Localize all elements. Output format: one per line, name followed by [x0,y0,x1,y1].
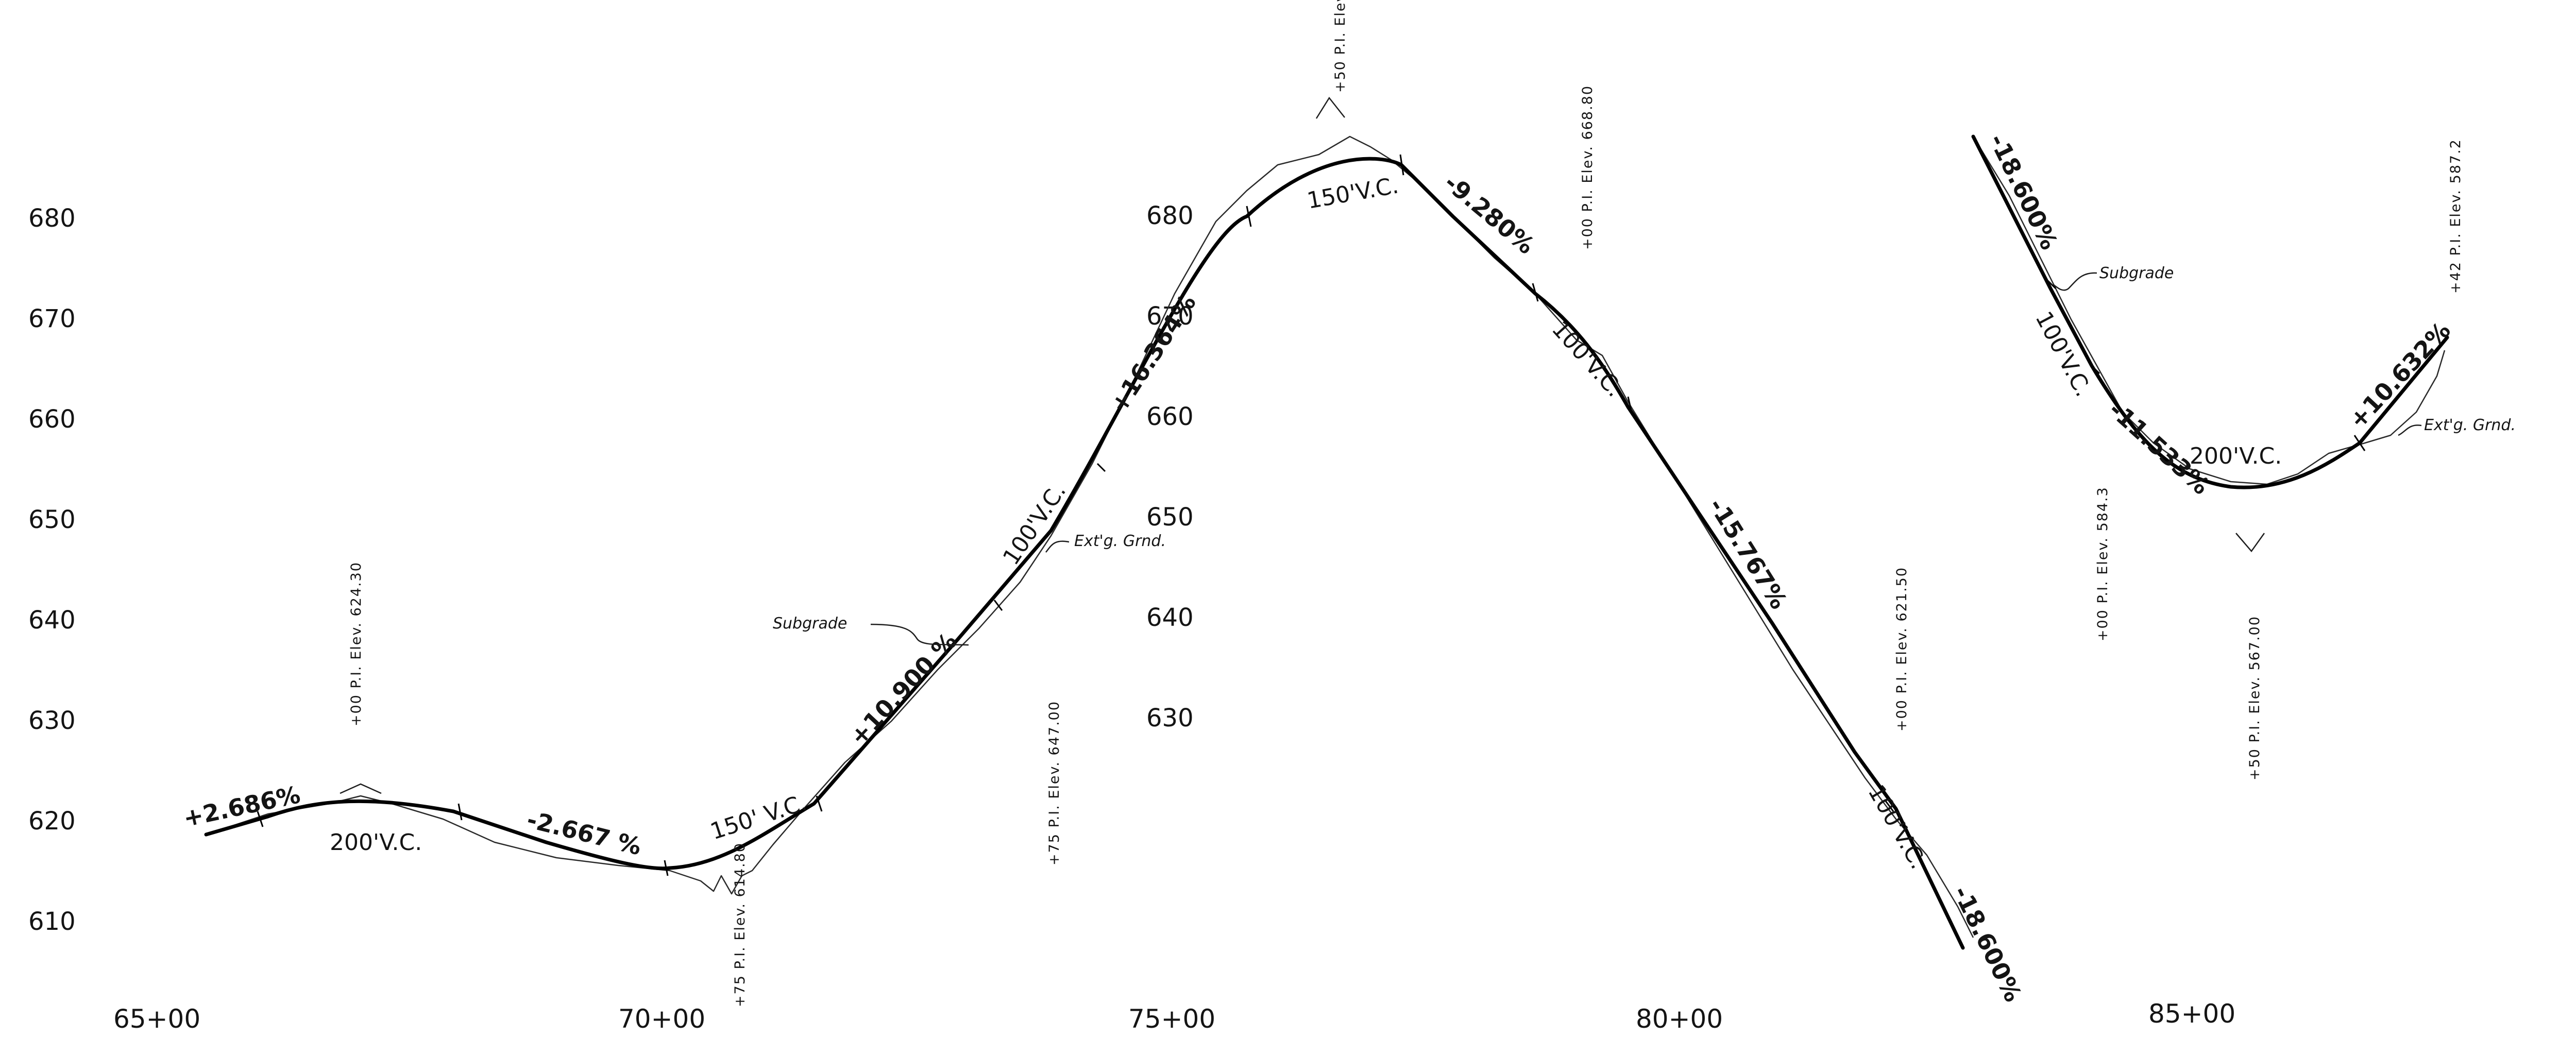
pi-elevation-label: +42 P.I. Elev. 587.2 [2448,139,2464,294]
grade-tick [1096,463,1106,472]
pi-elevation-label: +75 P.I. Elev. 647.00 [1046,701,1062,865]
center-axis-tick: 650 [1146,503,1194,532]
existing-ground-note: Ext'g. Grnd. [1045,532,1166,553]
subgrade-note: Subgrade [773,615,969,646]
left-axis-tick: 660 [28,405,76,434]
grade-tick [1885,801,1894,812]
existing-ground-line-right [1972,136,2446,485]
grade-tick [1246,206,1252,227]
left-axis-tick: 650 [28,505,76,534]
pi-marker [1315,96,1345,119]
existing-ground-label: Ext'g. Grnd. [1074,532,1166,550]
pi-elevation-label: +00 P.I. Elev. 621.50 [1894,567,1910,732]
pi-marker [2235,533,2265,553]
center-axis-tick: 660 [1146,402,1194,431]
existing-ground-leader [2398,424,2422,436]
subgrade-label: Subgrade [2099,264,2174,282]
grade-tick [457,803,463,821]
vertical-curve-label: 100'V.C. [1862,780,1931,874]
grade-tick [1399,154,1404,176]
subgrade-leader [2053,272,2097,291]
vertical-curve-label: 100'V.C. [1547,316,1628,402]
proposed-grade-line-right [1971,134,2449,489]
vertical-curve-label: 200'V.C. [330,829,422,856]
existing-ground-note-right: Ext'g. Grnd. [2398,416,2516,436]
left-axis-tick: 610 [28,907,76,936]
station-axis: 65+00 70+00 75+00 80+00 85+00 [113,999,2235,1034]
grade-ticks [257,154,2366,876]
pi-labels: +00 P.I. Elev. 624.30 +75 P.I. Elev. 614… [348,0,2464,1007]
grade-labels: +2.686% -2.667 % +10.900 % +16.364% -9.2… [181,129,2456,1006]
grade-label: +10.900 % [844,627,962,751]
vertical-curve-label: 100'V.C. [998,479,1071,570]
grade-tick [2091,365,2100,375]
station-label: 75+00 [1128,1004,1215,1034]
grade-tick [1532,283,1539,302]
grade-tick [2353,435,2366,451]
center-axis-tick: 640 [1146,603,1194,632]
station-label: 70+00 [618,1004,705,1034]
subgrade-label: Subgrade [773,615,847,633]
pi-elevation-label: +00 P.I. Elev. 584.3 [2095,486,2111,641]
grade-tick [816,795,823,812]
pi-elevation-label: +00 P.I. Elev. 624.30 [348,562,364,726]
grade-tick [1627,396,1633,415]
subgrade-leader [870,623,969,646]
left-axis-tick: 640 [28,606,76,635]
vertical-curve-labels: 200'V.C. 150' V.C. 100'V.C. 150'V.C. 100… [330,172,2282,873]
left-axis-tick: 620 [28,807,76,836]
pi-elevation-label: +75 P.I. Elev. 614.80 [732,842,748,1007]
subgrade-note-right: Subgrade [2053,264,2174,291]
station-label: 80+00 [1636,1004,1723,1034]
grade-tick [664,860,669,876]
pi-elevation-label: +50 P.I. Elev. 567.00 [2247,616,2263,780]
existing-ground-label: Ext'g. Grnd. [2424,416,2516,434]
existing-ground-leader [1045,540,1070,553]
station-label: 85+00 [2148,999,2235,1029]
pi-elevation-label: +50 P.I. Elev. 692.00 [1332,0,1348,93]
left-axis-tick: 630 [28,706,76,735]
grade-tick [993,600,1003,611]
vertical-curve-label: 150'V.C. [1305,172,1400,214]
center-axis-tick: 630 [1146,704,1194,733]
left-axis-tick: 680 [28,204,76,233]
grade-tick [257,811,264,827]
left-elevation-axis: 610 620 630 640 650 660 670 680 [28,204,76,936]
center-axis-tick: 680 [1146,201,1194,230]
grade-tick [2047,280,2057,290]
grade-label: -9.280% [1439,168,1540,260]
grade-tick [1833,721,1843,732]
center-elevation-axis: 630 640 650 660 670 680 [1146,201,1194,733]
pi-marker [340,783,382,794]
pi-elevation-label: +00 P.I. Elev. 668.80 [1580,85,1596,250]
station-label: 65+00 [113,1004,200,1034]
vertical-curve-label: 200'V.C. [2190,443,2282,469]
left-axis-tick: 670 [28,304,76,333]
proposed-grade-line [204,157,1965,950]
